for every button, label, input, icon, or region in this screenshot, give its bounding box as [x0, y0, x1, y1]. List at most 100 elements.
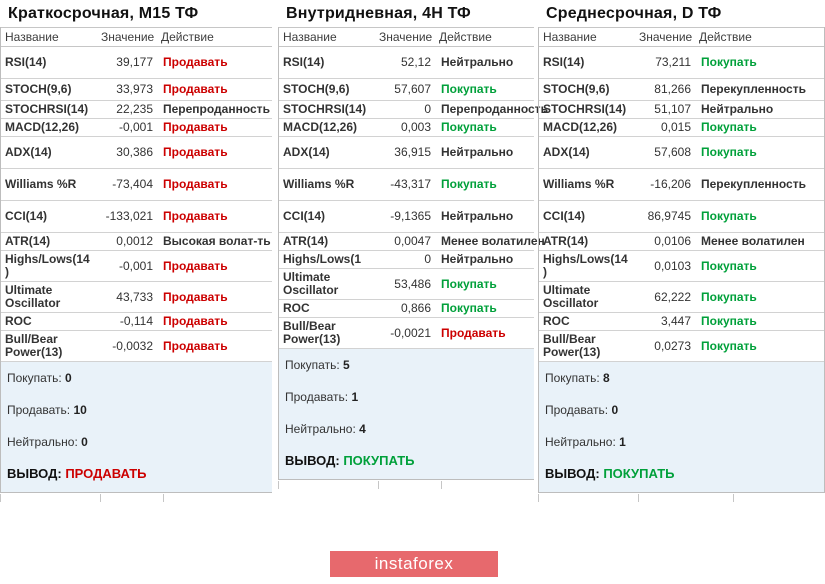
column-header-action: Действие — [435, 27, 534, 47]
indicator-value: -133,021 — [97, 200, 157, 233]
indicator-name: ATR(14) — [1, 232, 97, 251]
table-row: STOCH(9,6) 81,266 Перекупленность — [539, 78, 824, 101]
indicator-name: Williams %R — [1, 168, 97, 201]
indicator-value: -43,317 — [375, 168, 435, 201]
indicator-name: ATR(14) — [279, 232, 375, 251]
column-header-action: Действие — [157, 27, 272, 47]
table-row: Williams %R -73,404 Продавать — [1, 168, 272, 201]
table-row: ROC 0,866 Покупать — [279, 299, 534, 318]
summary-sell-count: 10 — [73, 403, 87, 417]
indicator-action: Покупать — [695, 136, 824, 169]
summary-sell-label: Продавать: — [545, 403, 612, 417]
indicator-name: RSI(14) — [539, 46, 635, 79]
indicator-value: 52,12 — [375, 46, 435, 79]
summary-block: Покупать: 0 Продавать: 10 Нейтрально: 0 … — [1, 362, 272, 493]
indicator-name: ROC — [1, 312, 97, 331]
table-row: ADX(14) 57,608 Покупать — [539, 136, 824, 169]
indicator-action: Покупать — [435, 78, 534, 101]
indicator-name: CCI(14) — [539, 200, 635, 233]
panel-title: Краткосрочная, M15 ТФ — [8, 5, 199, 22]
summary-verdict-label: ВЫВОД: — [7, 466, 66, 481]
indicator-action: Покупать — [435, 268, 534, 300]
indicator-action: Покупать — [695, 312, 824, 331]
indicator-name: Ultimate Oscillator — [539, 281, 635, 313]
table-row: MACD(12,26) 0,003 Покупать — [279, 118, 534, 137]
indicator-value: 51,107 — [635, 100, 695, 119]
indicator-value: 43,733 — [97, 281, 157, 313]
indicator-name: ROC — [279, 299, 375, 318]
table-row: STOCH(9,6) 33,973 Продавать — [1, 78, 272, 101]
indicator-action: Перекупленность — [695, 78, 824, 101]
indicator-value: -0,0032 — [97, 330, 157, 362]
column-header-name: Название — [539, 27, 635, 47]
indicator-name: ADX(14) — [279, 136, 375, 169]
column-header-name: Название — [1, 27, 97, 47]
indicator-action: Покупать — [435, 299, 534, 318]
indicator-value: 0,0106 — [635, 232, 695, 251]
table-border-stub — [378, 481, 379, 489]
summary-sell-count: 0 — [611, 403, 619, 417]
indicator-action: Покупать — [695, 281, 824, 313]
column-header-value: Значение — [375, 27, 435, 47]
summary-sell-line: Продавать: 0 — [545, 402, 818, 418]
summary-sell-line: Продавать: 1 — [285, 389, 528, 405]
indicator-action: Покупать — [695, 250, 824, 282]
table-row: MACD(12,26) -0,001 Продавать — [1, 118, 272, 137]
indicator-action: Менее волатилен — [695, 232, 824, 251]
table-row: CCI(14) -9,1365 Нейтрально — [279, 200, 534, 233]
summary-neutral-label: Нейтрально: — [7, 435, 82, 449]
table-border-stub — [538, 494, 539, 502]
summary-block: Покупать: 5 Продавать: 1 Нейтрально: 4 В… — [279, 349, 534, 480]
indicator-name: Bull/Bear Power(13) — [539, 330, 635, 362]
indicators-box: Название Значение Действие RSI(14) 39,177… — [0, 27, 272, 502]
table-row: MACD(12,26) 0,015 Покупать — [539, 118, 824, 137]
indicator-value: 36,915 — [375, 136, 435, 169]
table-header-row: Название Значение Действие — [279, 27, 534, 47]
table-row: Highs/Lows(1 0 Нейтрально — [279, 250, 534, 269]
column-header-name: Название — [279, 27, 375, 47]
indicator-name: Ultimate Oscillator — [1, 281, 97, 313]
indicator-action: Нейтрально — [435, 200, 534, 233]
indicator-name: STOCH(9,6) — [539, 78, 635, 101]
indicators-box: Название Значение Действие RSI(14) 52,12 Н… — [278, 27, 548, 489]
indicator-value: 57,608 — [635, 136, 695, 169]
indicator-name: Ultimate Oscillator — [279, 268, 375, 300]
indicator-action: Покупать — [695, 118, 824, 137]
indicator-action: Покупать — [435, 168, 534, 201]
summary-neutral-line: Нейтрально: 0 — [7, 434, 266, 450]
column-header-value: Значение — [97, 27, 157, 47]
summary-verdict-line: ВЫВОД: ПОКУПАТЬ — [285, 453, 528, 469]
summary-buy-line: Покупать: 8 — [545, 370, 818, 386]
indicator-name: Bull/Bear Power(13) — [1, 330, 97, 362]
indicator-action: Нейтрально — [435, 136, 534, 169]
table-row: CCI(14) 86,9745 Покупать — [539, 200, 824, 233]
instaforex-banner[interactable]: instaforex — [330, 551, 498, 577]
indicator-value: -9,1365 — [375, 200, 435, 233]
indicators-table: Название Значение Действие RSI(14) 73,211… — [539, 27, 824, 362]
indicator-name: Williams %R — [539, 168, 635, 201]
table-row: Ultimate Oscillator 62,222 Покупать — [539, 281, 824, 313]
indicator-value: 0,015 — [635, 118, 695, 137]
indicator-action: Высокая волат-ть — [157, 232, 272, 251]
table-row: ATR(14) 0,0047 Менее волатилен — [279, 232, 545, 251]
indicator-action: Продавать — [157, 312, 272, 331]
indicator-value: -0,114 — [97, 312, 157, 331]
summary-neutral-count: 1 — [619, 435, 626, 449]
indicator-action: Менее волатилен — [435, 232, 545, 251]
indicator-action: Покупать — [695, 46, 824, 79]
indicator-action: Продавать — [435, 317, 534, 349]
table-row: Ultimate Oscillator 43,733 Продавать — [1, 281, 272, 313]
table-row: Bull/Bear Power(13) -0,0032 Продавать — [1, 330, 272, 362]
table-row: STOCHRSI(14) 22,235 Перепроданность — [1, 100, 272, 119]
indicator-action: Продавать — [157, 78, 272, 101]
summary-buy-label: Покупать: — [7, 371, 66, 385]
indicator-value: -73,404 — [97, 168, 157, 201]
indicator-value: 0 — [375, 250, 435, 269]
summary-buy-count: 5 — [343, 358, 350, 372]
indicator-name: ROC — [539, 312, 635, 331]
table-row: ROC -0,114 Продавать — [1, 312, 272, 331]
indicator-name: STOCHRSI(14) — [539, 100, 635, 119]
indicator-value: 30,386 — [97, 136, 157, 169]
summary-verdict-value: ПОКУПАТЬ — [343, 453, 415, 468]
indicator-name: CCI(14) — [1, 200, 97, 233]
